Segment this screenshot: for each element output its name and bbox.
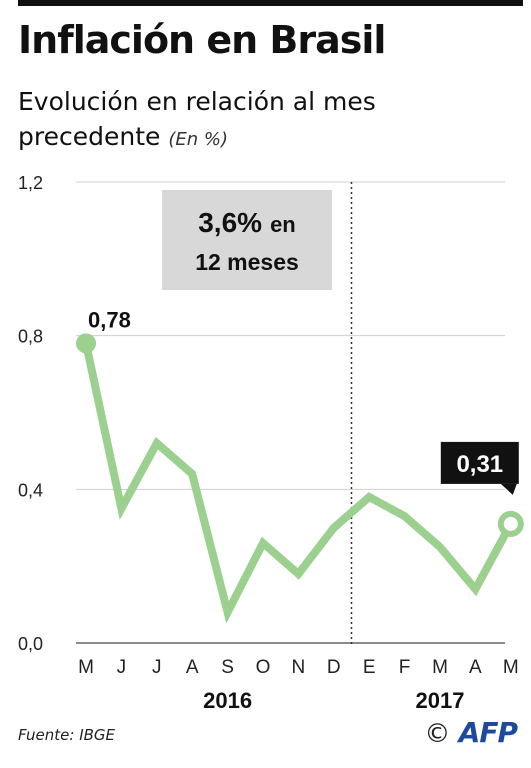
data-point <box>497 510 524 537</box>
x-tick-label: N <box>292 657 306 678</box>
data-point <box>224 608 232 616</box>
x-tick-label: O <box>256 657 271 678</box>
afp-logo: AFP <box>458 716 518 749</box>
data-label-badge <box>440 441 519 484</box>
x-tick-label: A <box>469 657 482 678</box>
data-label: 0,31 <box>456 451 503 478</box>
x-tick-label: D <box>327 657 341 678</box>
data-point <box>188 470 196 478</box>
year-label: 2016 <box>203 688 252 713</box>
x-tick-label: M <box>503 657 519 678</box>
callout-box <box>162 190 332 290</box>
chart-subtitle: Evolución en relación al mes precedente … <box>18 84 523 157</box>
data-point <box>365 493 373 501</box>
data-point <box>330 524 338 532</box>
data-point <box>153 439 161 447</box>
x-tick-label: F <box>399 657 411 678</box>
subtitle-text: Evolución en relación al mes precedente <box>18 87 376 151</box>
y-tick-label: 0,4 <box>18 480 43 500</box>
data-point <box>117 505 125 513</box>
data-label-pointer <box>500 483 517 495</box>
data-point <box>401 512 409 520</box>
x-tick-label: J <box>152 657 162 678</box>
unit-note: (En %) <box>168 129 228 150</box>
callout-value: 3,6% <box>198 207 262 238</box>
x-tick-label: E <box>363 657 376 678</box>
data-point <box>471 585 479 593</box>
data-point <box>294 570 302 578</box>
y-tick-label: 0,0 <box>18 634 43 654</box>
y-tick-label: 1,2 <box>18 173 43 193</box>
x-tick-label: J <box>117 657 127 678</box>
y-tick-label: 0,8 <box>18 327 43 347</box>
data-point <box>436 543 444 551</box>
callout-line-2: 12 meses <box>195 249 299 275</box>
data-label: 0,78 <box>88 307 131 332</box>
year-label: 2017 <box>416 688 465 713</box>
source-note: Fuente: IBGE <box>18 726 116 744</box>
x-tick-label: M <box>78 657 94 678</box>
top-rule <box>18 0 523 6</box>
copyright-symbol: © <box>424 719 451 749</box>
data-point <box>76 333 96 354</box>
chart-title: Inflación en Brasil <box>18 18 386 62</box>
x-tick-label: S <box>221 657 234 678</box>
x-tick-label: A <box>186 657 199 678</box>
data-point <box>259 539 267 547</box>
callout-line-1: 3,6% en <box>198 207 296 238</box>
x-tick-label: M <box>432 657 448 678</box>
credit: © AFP <box>424 716 518 749</box>
callout-connector: en <box>270 212 296 237</box>
